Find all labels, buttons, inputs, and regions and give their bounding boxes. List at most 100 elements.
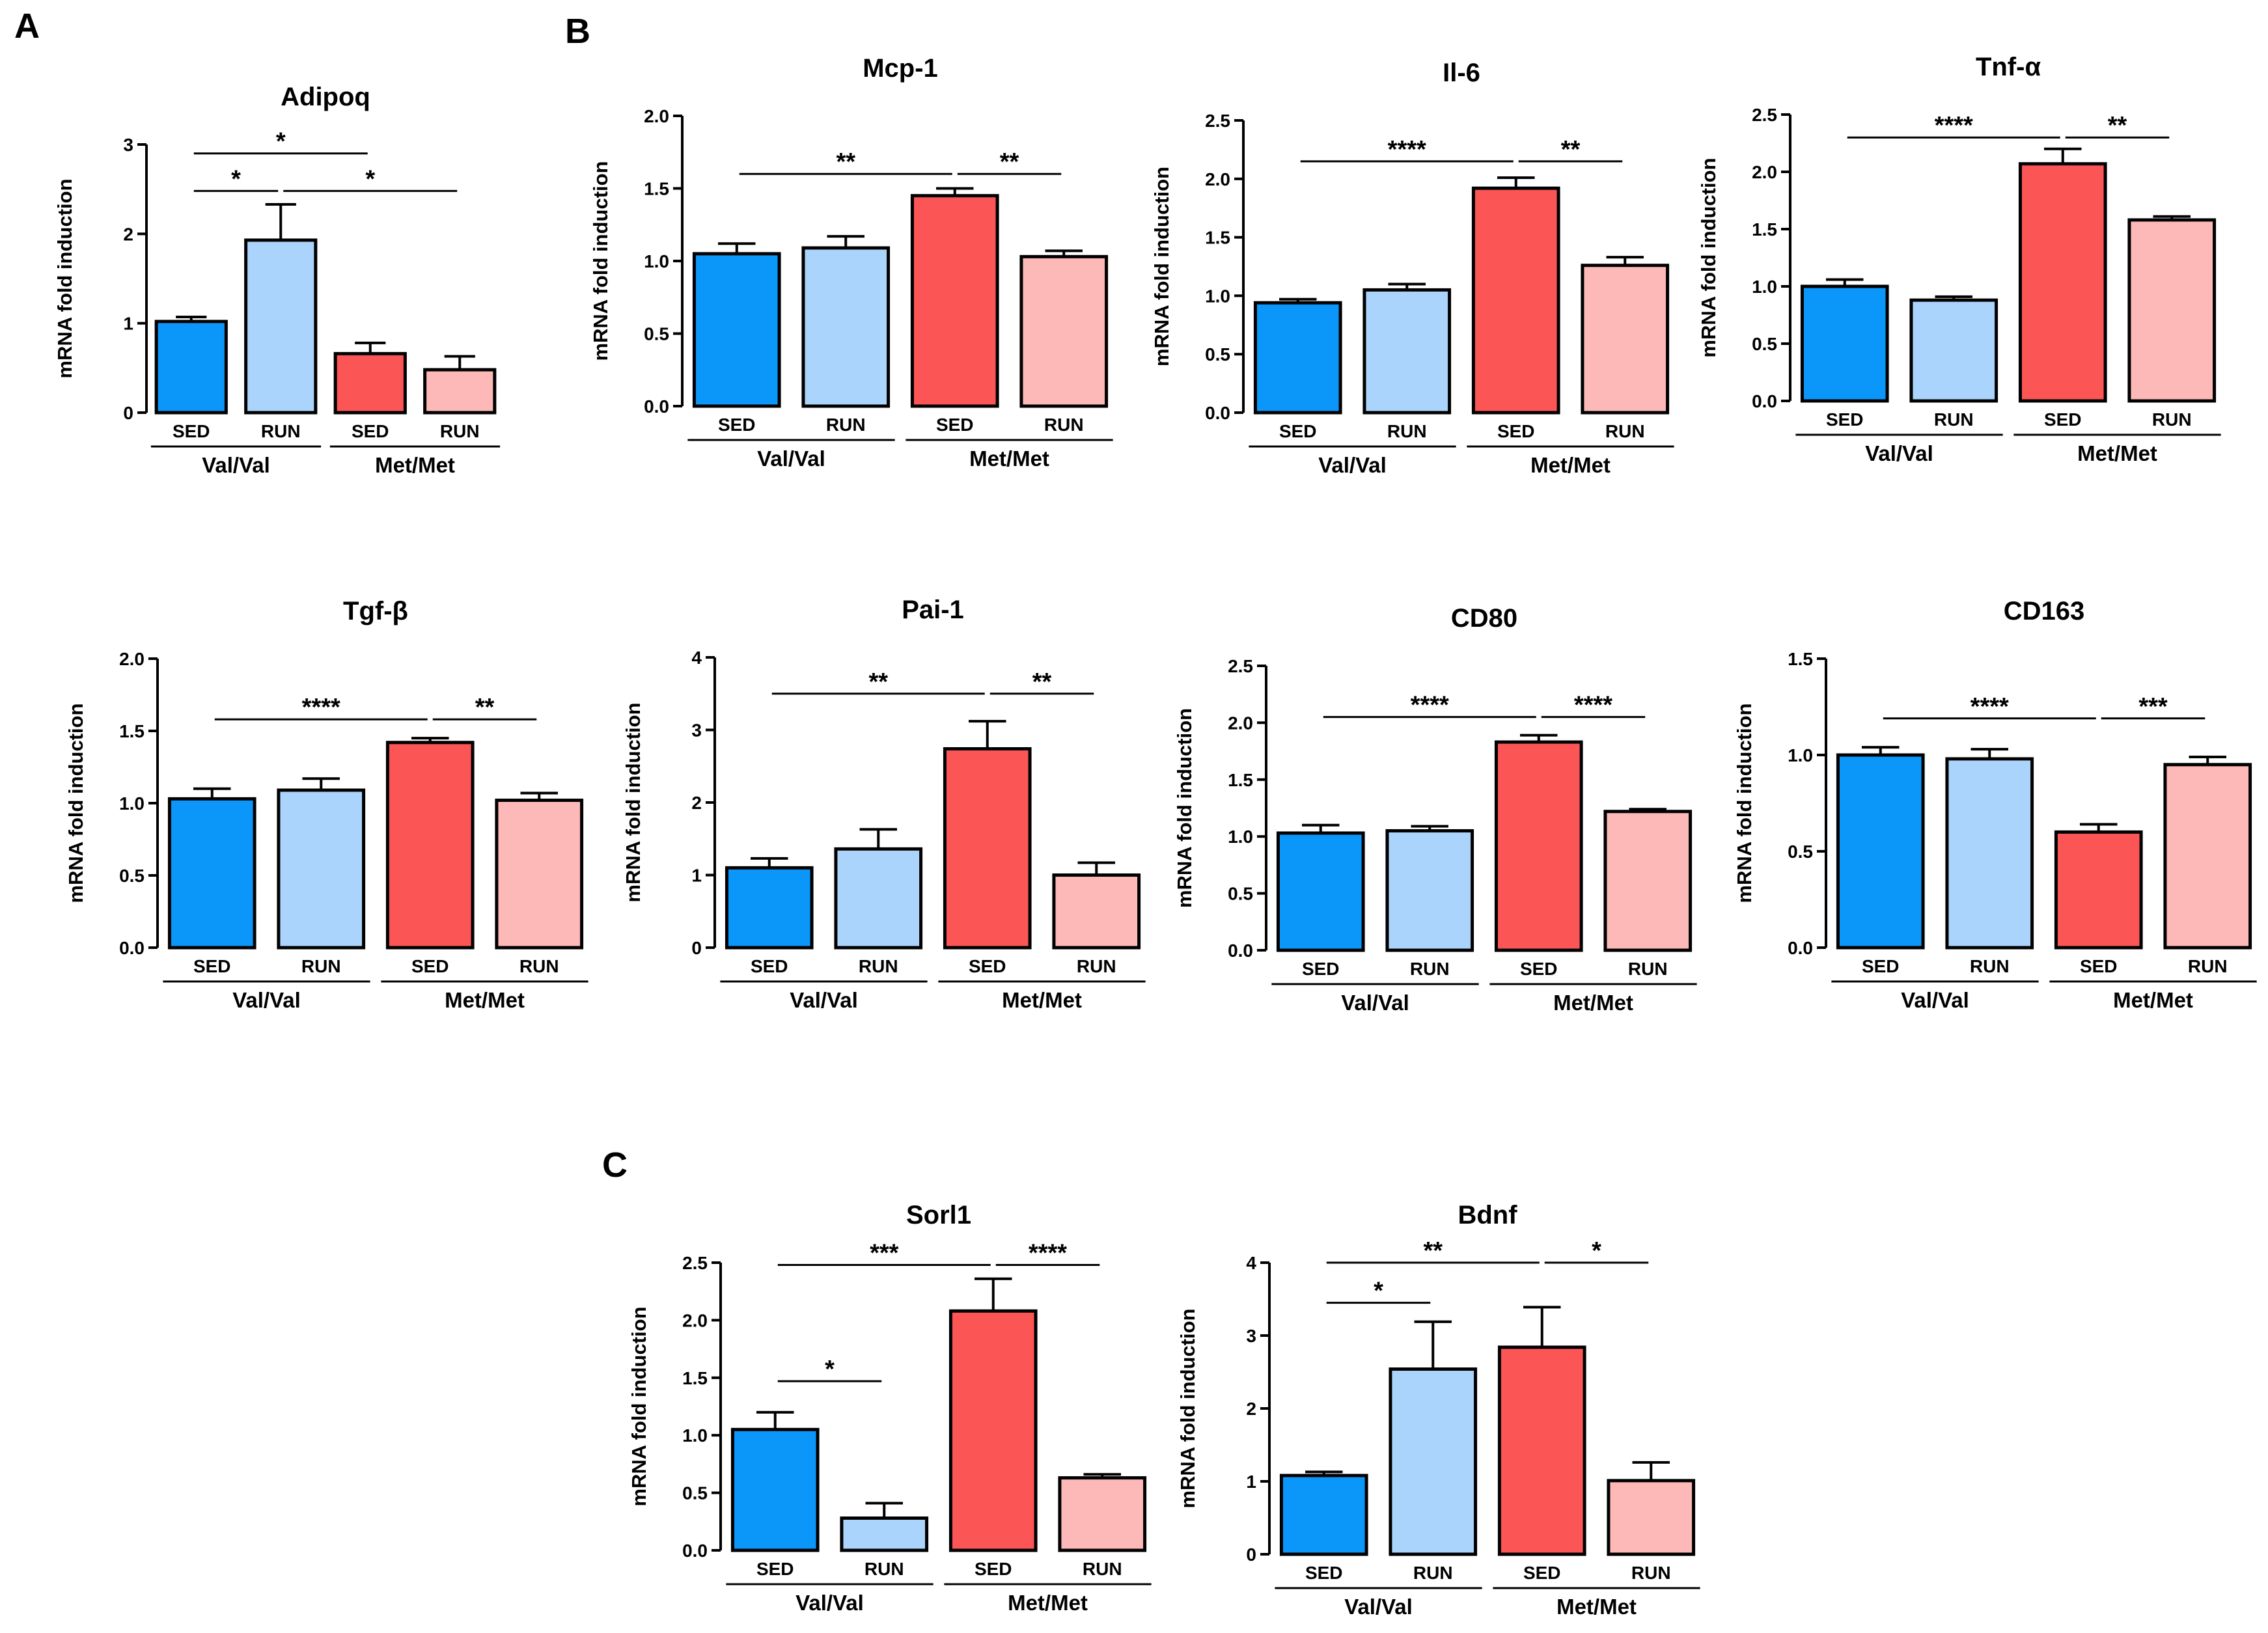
chart-title: Adipoq: [281, 83, 370, 111]
chart-title: CD80: [1451, 604, 1517, 633]
bar: [943, 747, 1032, 950]
y-axis-label: mRNA fold induction: [628, 1306, 650, 1506]
bar: [385, 741, 475, 950]
significance-label: *: [276, 128, 286, 156]
bar: [1800, 284, 1889, 403]
y-axis-label: mRNA fold induction: [1697, 158, 1720, 357]
significance-label: *: [365, 165, 375, 193]
group-label: Val/Val: [1344, 1595, 1413, 1619]
bar: [1581, 264, 1670, 415]
bar: [910, 194, 999, 408]
category-label: SED: [756, 1559, 794, 1579]
group-label: Val/Val: [790, 988, 858, 1012]
category-label: SED: [718, 415, 756, 435]
y-tick-label: 2.0: [1205, 169, 1230, 189]
chart-mcp-1: Mcp-1 mRNA fold induction 0.0 0.5 1.0 1.5 2.0 S…: [589, 54, 1113, 471]
significance-label: ****: [1935, 112, 1973, 139]
y-tick-label: 0.0: [119, 938, 145, 958]
y-tick-label: 3: [691, 720, 702, 741]
y-tick-label: 0.5: [1788, 842, 1813, 862]
chart-cd163: CD163 mRNA fold induction 0.0 0.5 1.0 1.5 SED R…: [1733, 597, 2257, 1012]
category-label: SED: [1523, 1563, 1561, 1583]
bar: [1385, 829, 1474, 952]
significance-label: ****: [1029, 1240, 1067, 1267]
category-label: SED: [352, 421, 389, 441]
significance-label: **: [475, 694, 495, 721]
significance-label: **: [2108, 112, 2127, 139]
bar: [1276, 831, 1365, 952]
y-tick-label: 3: [123, 135, 133, 155]
category-label: SED: [969, 956, 1006, 976]
y-tick-label: 0.5: [119, 866, 145, 886]
y-tick-label: 0: [123, 403, 133, 423]
y-tick-label: 4: [691, 648, 702, 668]
group-label: Met/Met: [969, 446, 1049, 471]
y-tick-label: 0: [691, 938, 702, 958]
bar: [1603, 810, 1693, 952]
chart-tnf-: Tnf-α mRNA fold induction 0.0 0.5 1.0 1.5 2.0 2…: [1697, 53, 2221, 465]
category-label: SED: [1520, 959, 1558, 979]
y-tick-label: 0.0: [644, 396, 669, 417]
category-label: RUN: [261, 421, 301, 441]
category-label: SED: [2044, 409, 2082, 430]
category-label: SED: [411, 956, 449, 976]
y-tick-label: 1.5: [1788, 649, 1813, 669]
category-label: RUN: [1077, 956, 1116, 976]
category-label: RUN: [1934, 409, 1974, 430]
category-label: RUN: [519, 956, 559, 976]
y-tick-label: 0.0: [1228, 940, 1253, 961]
y-tick-label: 2.5: [682, 1253, 708, 1273]
chart-title: CD163: [2004, 597, 2085, 625]
y-axis-label: mRNA fold induction: [1176, 1308, 1199, 1508]
category-label: RUN: [1605, 421, 1645, 441]
panel-label-b: B: [565, 12, 590, 51]
group-label: Met/Met: [375, 453, 455, 477]
category-label: RUN: [864, 1559, 904, 1579]
bar: [1019, 254, 1109, 408]
bar: [495, 799, 584, 950]
chart-il-6: Il-6 mRNA fold induction 0.0 0.5 1.0 1.5 2.0 2.…: [1150, 59, 1674, 477]
category-label: SED: [1305, 1563, 1343, 1583]
y-tick-label: 0.5: [1752, 334, 1777, 354]
group-label: Met/Met: [2113, 988, 2193, 1012]
y-tick-label: 2: [1246, 1399, 1256, 1419]
y-tick-label: 1.0: [682, 1425, 708, 1446]
category-label: RUN: [826, 415, 866, 435]
bar: [692, 252, 781, 408]
category-label: SED: [1862, 956, 1900, 976]
group-label: Val/Val: [232, 988, 301, 1012]
significance-label: *: [825, 1356, 835, 1383]
significance-label: ***: [2138, 693, 2168, 720]
group-label: Val/Val: [757, 446, 825, 471]
group-label: Met/Met: [1008, 1591, 1088, 1615]
y-tick-label: 1.5: [1228, 770, 1253, 790]
y-tick-label: 1.0: [644, 251, 669, 271]
bar: [840, 1516, 929, 1552]
category-label: RUN: [1410, 959, 1450, 979]
significance-label: **: [868, 668, 888, 696]
y-tick-label: 2.0: [682, 1310, 708, 1330]
y-tick-label: 1: [691, 866, 702, 886]
bar: [1058, 1476, 1147, 1552]
bar: [167, 797, 256, 950]
bar: [1909, 298, 1998, 403]
bar: [1279, 1474, 1368, 1556]
bar: [333, 351, 407, 415]
significance-label: *: [231, 165, 241, 193]
y-axis-label: mRNA fold induction: [1173, 708, 1196, 908]
bar: [1253, 301, 1342, 415]
group-label: Met/Met: [1553, 991, 1633, 1015]
y-tick-label: 3: [1246, 1326, 1256, 1346]
significance-label: **: [1000, 148, 1019, 176]
significance-label: ****: [1971, 693, 2009, 720]
group-label: Val/Val: [202, 453, 270, 477]
y-axis-label: mRNA fold induction: [622, 702, 644, 902]
bar: [2127, 218, 2217, 403]
significance-label: **: [1561, 136, 1581, 163]
group-label: Met/Met: [2077, 441, 2157, 465]
category-label: RUN: [2188, 956, 2228, 976]
group-label: Met/Met: [445, 988, 525, 1012]
group-label: Val/Val: [795, 1591, 864, 1615]
significance-label: ****: [1574, 692, 1612, 719]
